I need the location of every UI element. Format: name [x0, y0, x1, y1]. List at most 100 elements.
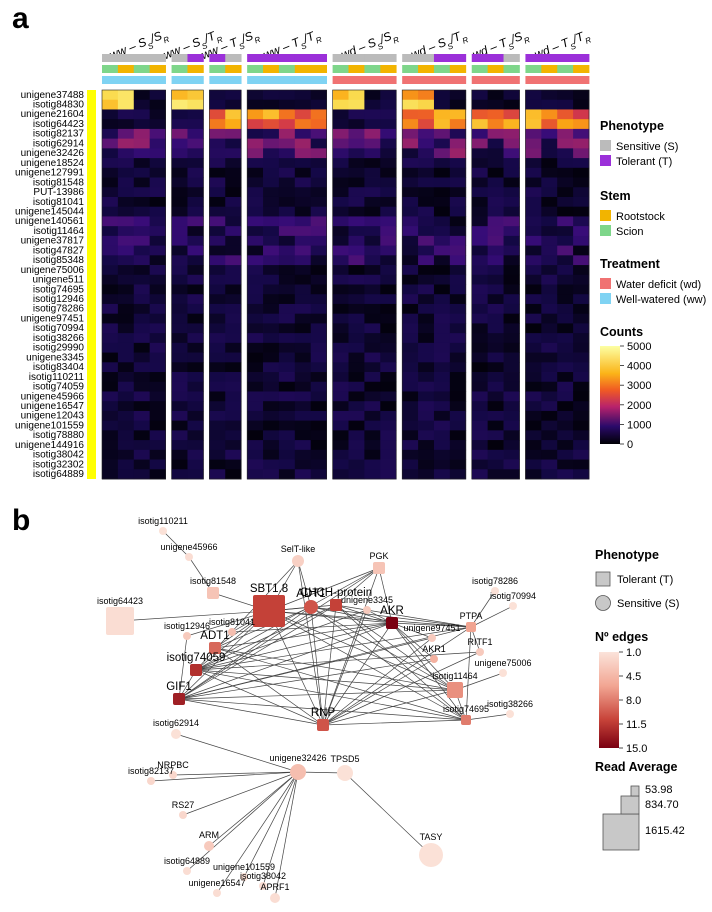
heatmap-cell	[471, 265, 489, 276]
heatmap-cell	[247, 459, 264, 470]
stem-cell	[402, 65, 419, 73]
phenotype-cell	[471, 54, 489, 62]
heatmap-cell	[133, 313, 151, 324]
heatmap-cell	[348, 148, 365, 159]
heatmap-cell	[487, 90, 504, 101]
phenotype-cell	[557, 54, 574, 62]
gene-label: unigene45966	[21, 391, 85, 402]
heatmap-cell	[149, 362, 166, 373]
phenotype-cell	[209, 54, 226, 62]
heatmap-cell	[187, 391, 204, 402]
heatmap-cell	[225, 119, 242, 130]
heatmap-cell	[541, 216, 558, 227]
heatmap-cell	[471, 323, 489, 334]
heatmap-cell	[310, 235, 328, 246]
heatmap-cell	[171, 294, 188, 305]
heatmap	[101, 89, 590, 480]
network-edge	[297, 560, 324, 726]
heatmap-cell	[348, 362, 365, 373]
heatmap-cell	[133, 284, 151, 295]
heatmap-cell	[187, 440, 204, 451]
heatmap-cell	[364, 303, 381, 315]
network-edge	[216, 771, 299, 894]
treatment-cell	[557, 76, 574, 84]
network-edge	[195, 604, 337, 671]
heatmap-cell	[263, 303, 280, 315]
heatmap-cell	[247, 167, 264, 178]
heatmap-cell	[171, 128, 188, 140]
network-node	[499, 669, 507, 677]
heatmap-cell	[247, 245, 264, 256]
edges-colorbar	[599, 652, 619, 748]
heatmap-cell	[117, 99, 135, 110]
network-node	[259, 882, 267, 890]
heatmap-cell	[402, 362, 419, 373]
heatmap-cell	[171, 352, 188, 363]
stem-cell	[187, 65, 204, 73]
treatment-cell	[541, 76, 558, 84]
heatmap-group-border	[246, 89, 327, 480]
heatmap-cell	[449, 255, 467, 266]
heatmap-cell	[187, 158, 204, 169]
network-edge	[322, 622, 393, 726]
heatmap-cell	[433, 469, 451, 480]
heatmap-cell	[263, 323, 280, 334]
heatmap-cell	[348, 265, 365, 276]
heatmap-cell	[310, 148, 328, 159]
gene-label: isotig62914	[33, 138, 85, 149]
heatmap-cell	[247, 430, 264, 441]
stem-cell	[278, 65, 296, 73]
heatmap-cell	[171, 177, 188, 188]
heatmap-cell	[433, 158, 451, 169]
heatmap-cell	[380, 440, 397, 451]
heatmap-cell	[117, 226, 135, 237]
heatmap-cell	[418, 469, 435, 480]
network-node-label: RS27	[172, 800, 195, 810]
heatmap-cell	[278, 187, 296, 198]
treatment-cell	[433, 76, 451, 84]
heatmap-cell	[102, 430, 119, 441]
heatmap-cell	[187, 138, 204, 149]
heatmap-cell	[433, 255, 451, 266]
heatmap-cell	[573, 323, 590, 334]
phenotype-cell	[487, 54, 504, 62]
network-node-label: ADT1	[296, 588, 325, 600]
heatmap-cell	[133, 401, 151, 412]
heatmap-cell	[573, 177, 590, 188]
network-node	[466, 622, 476, 632]
heatmap-cell	[294, 274, 312, 285]
phenotype-cell	[541, 54, 558, 62]
heatmap-cell	[209, 469, 226, 480]
counts-tick-label: 0	[627, 439, 633, 451]
heatmap-group-border	[401, 89, 467, 480]
heatmap-cell	[149, 449, 166, 460]
heatmap-cell	[102, 265, 119, 276]
heatmap-cell	[263, 469, 280, 480]
heatmap-cell	[557, 294, 574, 305]
heatmap-cell	[263, 128, 280, 140]
heatmap-cell	[525, 303, 542, 315]
heatmap-cell	[471, 391, 489, 402]
heatmap-cell	[503, 138, 520, 149]
cluster-bar	[87, 90, 96, 479]
heatmap-cell	[471, 342, 489, 353]
heatmap-cell	[348, 226, 365, 237]
heatmap-cell	[402, 99, 419, 110]
heatmap-cell	[117, 128, 135, 140]
heatmap-cell	[171, 90, 188, 101]
heatmap-cell	[471, 274, 489, 285]
heatmap-cell	[364, 167, 381, 178]
heatmap-cell	[380, 430, 397, 441]
heatmap-cell	[503, 90, 520, 101]
heatmap-cell	[449, 119, 467, 130]
legend-treatment-title: Treatment	[600, 257, 661, 271]
heatmap-cell	[487, 109, 504, 120]
counts-colorbar	[600, 346, 620, 444]
heatmap-cell	[380, 342, 397, 353]
heatmap-cell	[557, 138, 574, 149]
treatment-cell	[348, 76, 365, 84]
heatmap-cell	[133, 342, 151, 353]
heatmap-cell	[310, 352, 328, 363]
heatmap-cell	[525, 196, 542, 208]
heatmap-cell	[541, 323, 558, 334]
